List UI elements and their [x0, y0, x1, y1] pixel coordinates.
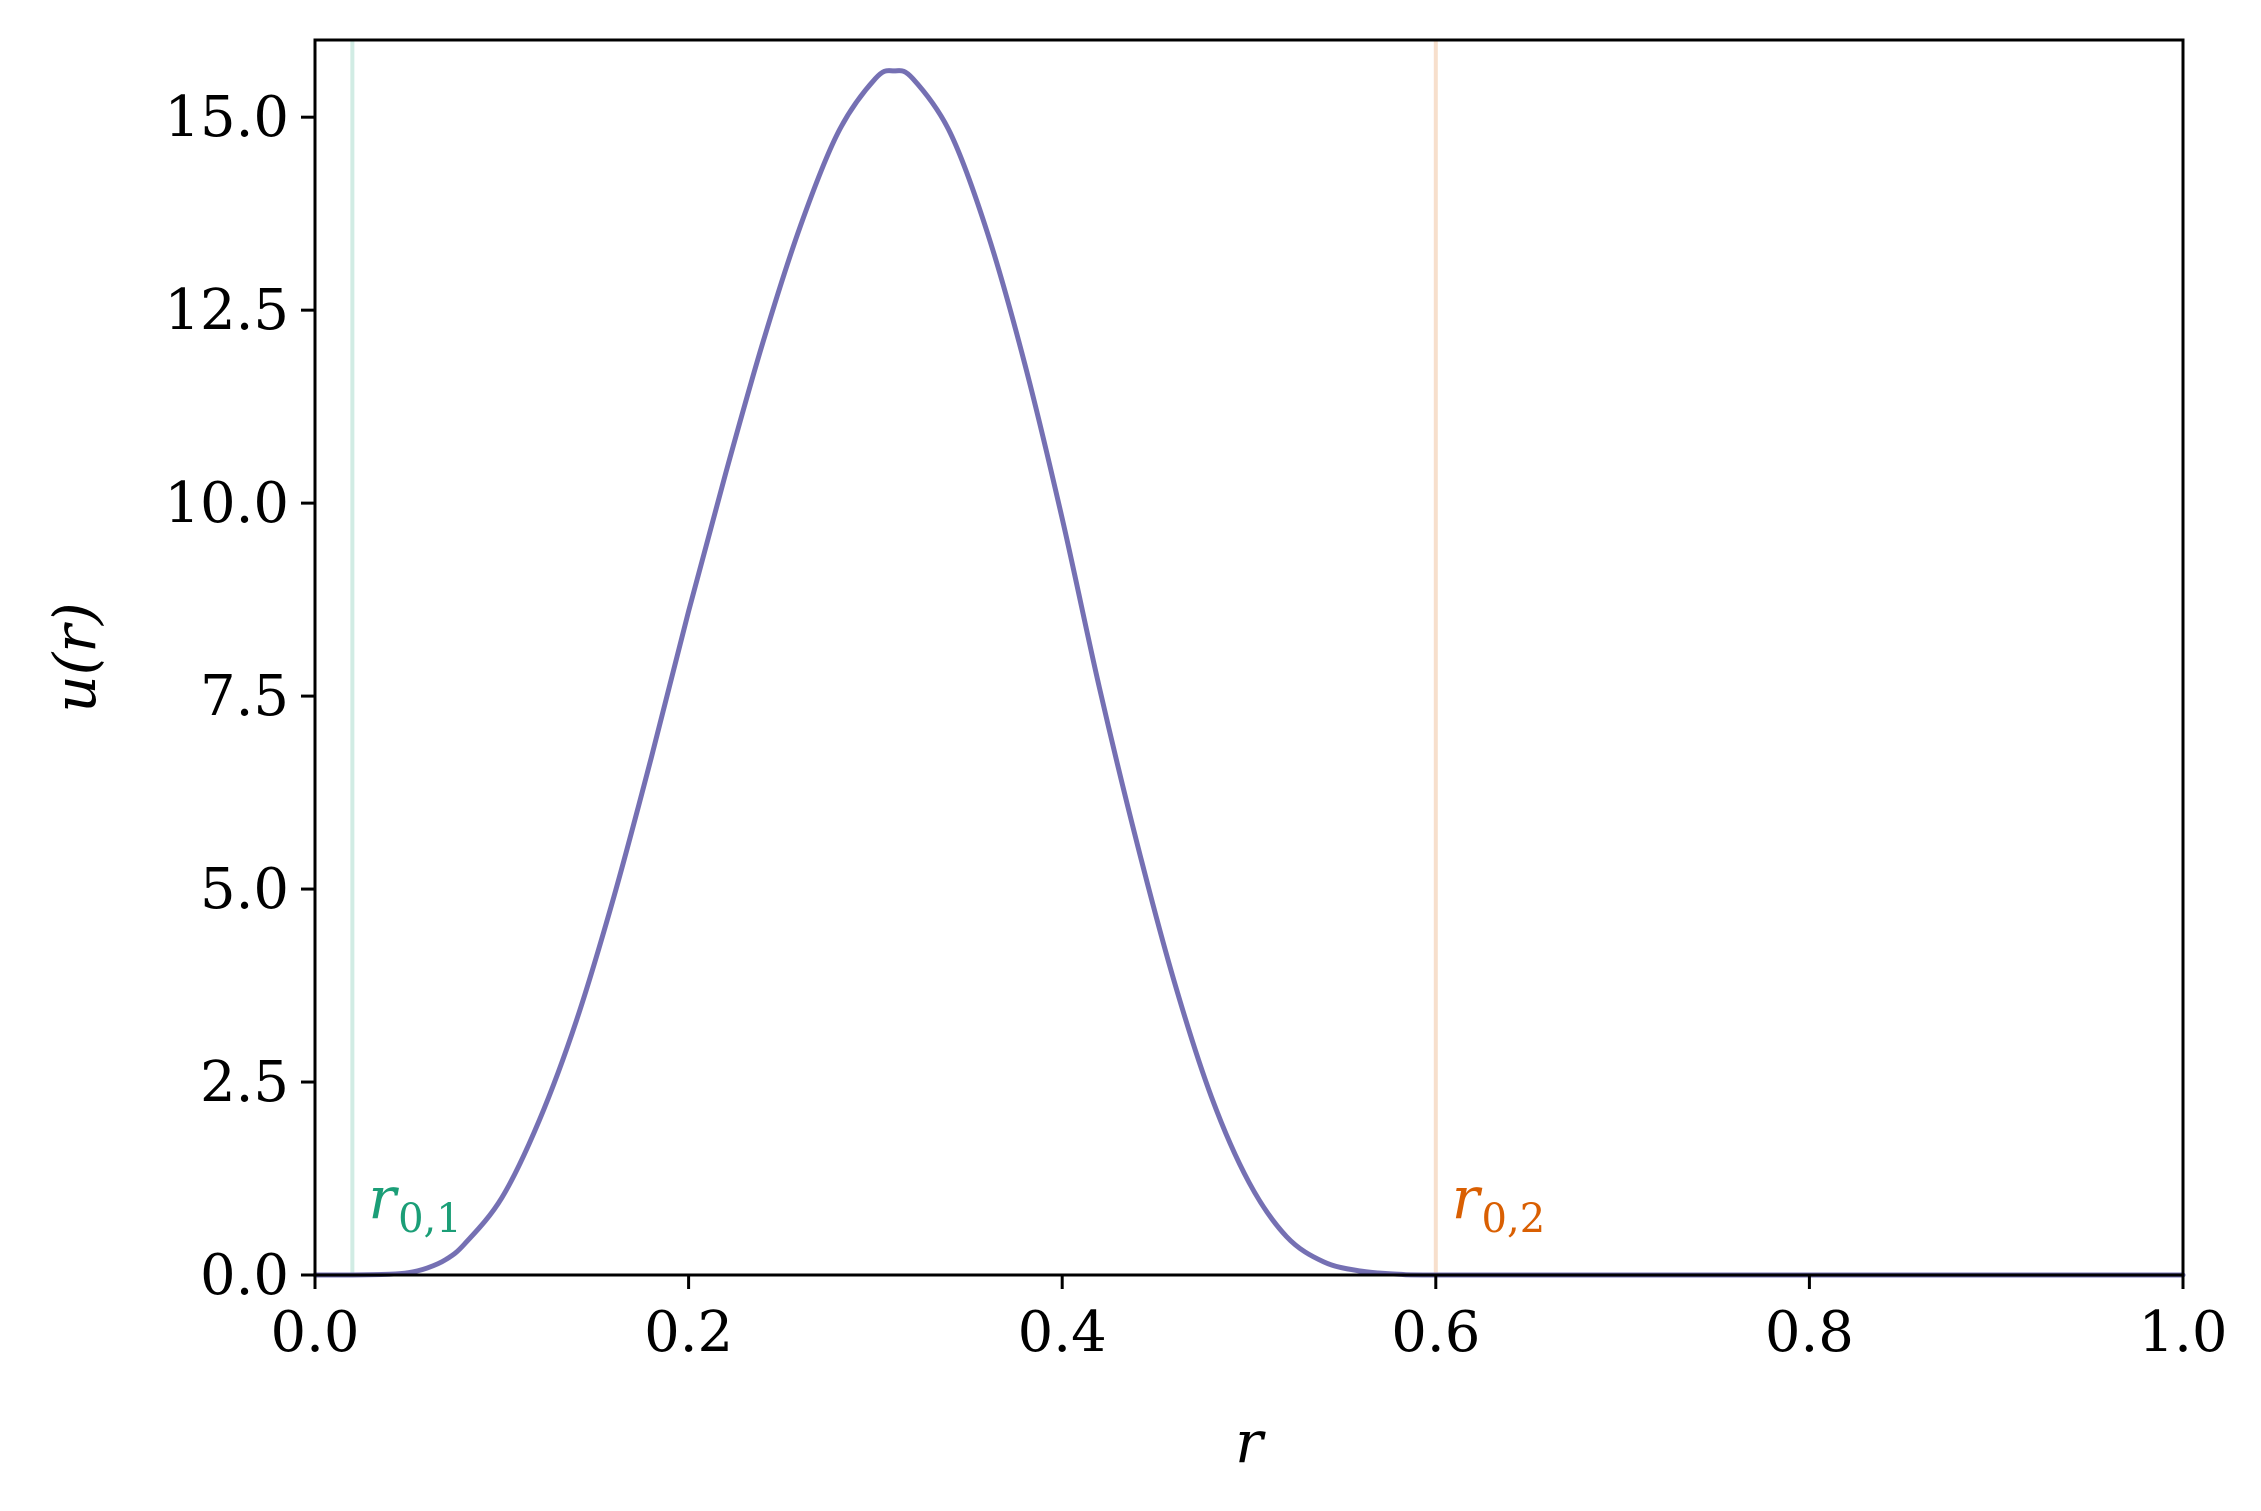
x-axis-title: r [1235, 1408, 1266, 1476]
y-tick-label: 2.5 [200, 1050, 289, 1115]
x-tick-label: 0.0 [270, 1300, 359, 1365]
marker-labels: r0,1 r0,2 [368, 1164, 1545, 1242]
y-tick-label: 7.5 [200, 664, 289, 729]
y-axis-title: u(r) [41, 602, 109, 712]
y-tick-label: 10.0 [164, 471, 289, 536]
plot-frame [313, 38, 2185, 1277]
x-tick-label: 0.8 [1765, 1300, 1854, 1365]
x-tick-label: 0.2 [644, 1300, 733, 1365]
y-tick-label: 0.0 [200, 1243, 289, 1308]
marker-label-1: r0,1 [368, 1164, 461, 1242]
series-layer [312, 68, 2186, 1278]
y-tick-label: 12.5 [164, 278, 289, 343]
x-tick-label: 1.0 [2138, 1300, 2227, 1365]
series-line-1 [312, 68, 2186, 1278]
x-tick-label: 0.4 [1018, 1300, 1107, 1365]
vertical-markers [350, 40, 1438, 1275]
y-axis: 0.0 2.5 5.0 7.5 10.0 12.5 15.0 [164, 85, 315, 1308]
x-tick-label: 0.6 [1391, 1300, 1480, 1365]
y-tick-label: 15.0 [164, 85, 289, 150]
x-axis: 0.0 0.2 0.4 0.6 0.8 1.0 [270, 1275, 2228, 1365]
marker-label-2: r0,2 [1452, 1164, 1545, 1242]
y-tick-label: 5.0 [200, 857, 289, 922]
